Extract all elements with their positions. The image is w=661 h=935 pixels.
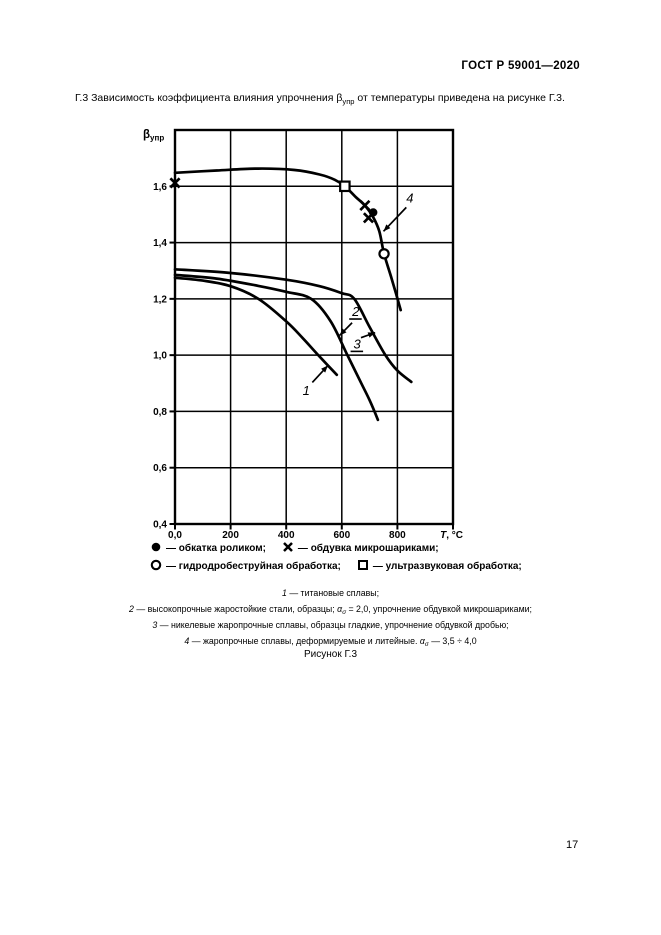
x-tick-label: 800 — [389, 530, 406, 541]
note-number: 2 — [129, 604, 134, 614]
y-tick-label: 1,0 — [153, 351, 167, 362]
note-line: 4 — жаропрочные сплавы, деформируемые и … — [0, 635, 661, 651]
curve-label-1: 1 — [303, 383, 310, 398]
y-tick-label: 0,4 — [153, 520, 167, 531]
x-tick-label: 400 — [278, 530, 295, 541]
note-line: 1 — титановые сплавы; — [0, 587, 661, 603]
leader-arrowhead — [321, 365, 328, 373]
y-axis-title: βупр — [143, 129, 164, 143]
legend-item-label: — обкатка роликом; — [166, 543, 266, 554]
curve-3 — [173, 267, 413, 384]
note-text: — высокопрочные жаростойкие стали, образ… — [136, 604, 338, 614]
y-tick-label: 1,6 — [153, 182, 167, 193]
figure-g3-plot: 0,0 200 400 600 800 1,6 1,4 1,2 1,0 0,8 0,6 0,4 T, °… — [143, 128, 463, 541]
document-header: ГОСТ Р 59001—2020 — [461, 60, 580, 72]
paragraph-text-end: от температуры приведена на рисунке Г.3. — [354, 92, 565, 104]
beta-subscript: упр — [342, 97, 355, 106]
circle-marker — [378, 248, 390, 260]
note-line: 2 — высокопрочные жаростойкие стали, обр… — [0, 603, 661, 619]
cross-marker-icon — [283, 542, 293, 552]
curve-labels: 1 2 3 4 — [303, 191, 414, 398]
note-text: — жаропрочные сплавы, деформируемые и ли… — [191, 636, 420, 646]
note-text: — никелевые жаропрочные сплавы, образцы … — [159, 620, 509, 630]
legend-item-label: — гидродробеструйная обработка; — [166, 560, 341, 572]
paragraph-text: Г.3 Зависимость коэффициента влияния упр… — [75, 92, 343, 104]
leader-arrowhead — [367, 332, 376, 338]
alpha-symbol: α — [337, 604, 343, 614]
curve-label-4: 4 — [406, 191, 413, 206]
x-tick-label: 0,0 — [168, 530, 182, 541]
alpha-symbol: α — [419, 636, 425, 646]
x-axis-title: T, °C — [440, 530, 463, 541]
figure-chart: 0,0 200 400 600 800 1,6 1,4 1,2 1,0 0,8 0,6 0,4 T, °… — [130, 112, 480, 544]
dot-marker — [369, 208, 378, 217]
legend-row: — обкатка роликом; — обдувка микрошарикам… — [150, 540, 522, 558]
axis-ticks — [169, 185, 454, 530]
note-number: 4 — [184, 636, 190, 646]
tick-labels: 0,0 200 400 600 800 1,6 1,4 1,2 1,0 0,8 0,6 0,4 — [153, 182, 406, 541]
note-line: 3 — никелевые жаропрочные сплавы, образц… — [0, 619, 661, 635]
y-tick-label: 1,4 — [153, 238, 167, 249]
note-text: — титановые сплавы; — [289, 588, 380, 598]
cross-marker — [169, 177, 181, 189]
curve-label-3: 3 — [353, 336, 361, 351]
y-tick-label: 0,8 — [153, 407, 167, 418]
open-square-marker-icon — [357, 559, 368, 570]
grid — [175, 130, 453, 524]
curve-1 — [173, 276, 339, 377]
square-marker — [339, 180, 351, 193]
alpha-subscript: σ — [424, 641, 429, 648]
note-text: — 3,5 ÷ 4,0 — [428, 636, 477, 646]
leader-arrowhead — [339, 328, 347, 336]
curve-4 — [173, 167, 403, 312]
note-text: = 2,0, упрочнение обдувкой микрошариками… — [346, 604, 532, 614]
curve-2 — [173, 273, 380, 422]
figure-caption: Рисунок Г.3 — [303, 649, 358, 660]
figure-notes: 1 — титановые сплавы; 2 — высокопрочные … — [0, 587, 661, 651]
curve-label-2: 2 — [351, 304, 360, 319]
x-tick-label: 600 — [333, 530, 350, 541]
note-number: 1 — [281, 588, 287, 598]
note-number: 3 — [152, 620, 158, 630]
figure-legend: — обкатка роликом; — обдувка микрошарикам… — [150, 540, 522, 575]
leader-arrowhead — [383, 224, 391, 232]
y-tick-label: 0,6 — [153, 463, 167, 474]
alpha-subscript: σ — [342, 609, 347, 616]
plot-border — [173, 128, 455, 526]
legend-item-label: — ультразвуковая обработка; — [372, 560, 522, 572]
page-number: 17 — [566, 839, 579, 851]
filled-circle-marker-icon — [151, 542, 161, 552]
data-markers — [169, 177, 390, 260]
legend-item-label: — обдувка микрошариками; — [297, 543, 439, 554]
x-tick-label: 200 — [222, 530, 239, 541]
legend-row: — гидродробеструйная обработка; — ультраз… — [150, 558, 522, 576]
y-tick-label: 1,2 — [153, 294, 167, 305]
section-paragraph: Г.3 Зависимость коэффициента влияния упр… — [75, 91, 606, 109]
open-circle-marker-icon — [150, 559, 162, 570]
cross-marker — [359, 199, 371, 211]
